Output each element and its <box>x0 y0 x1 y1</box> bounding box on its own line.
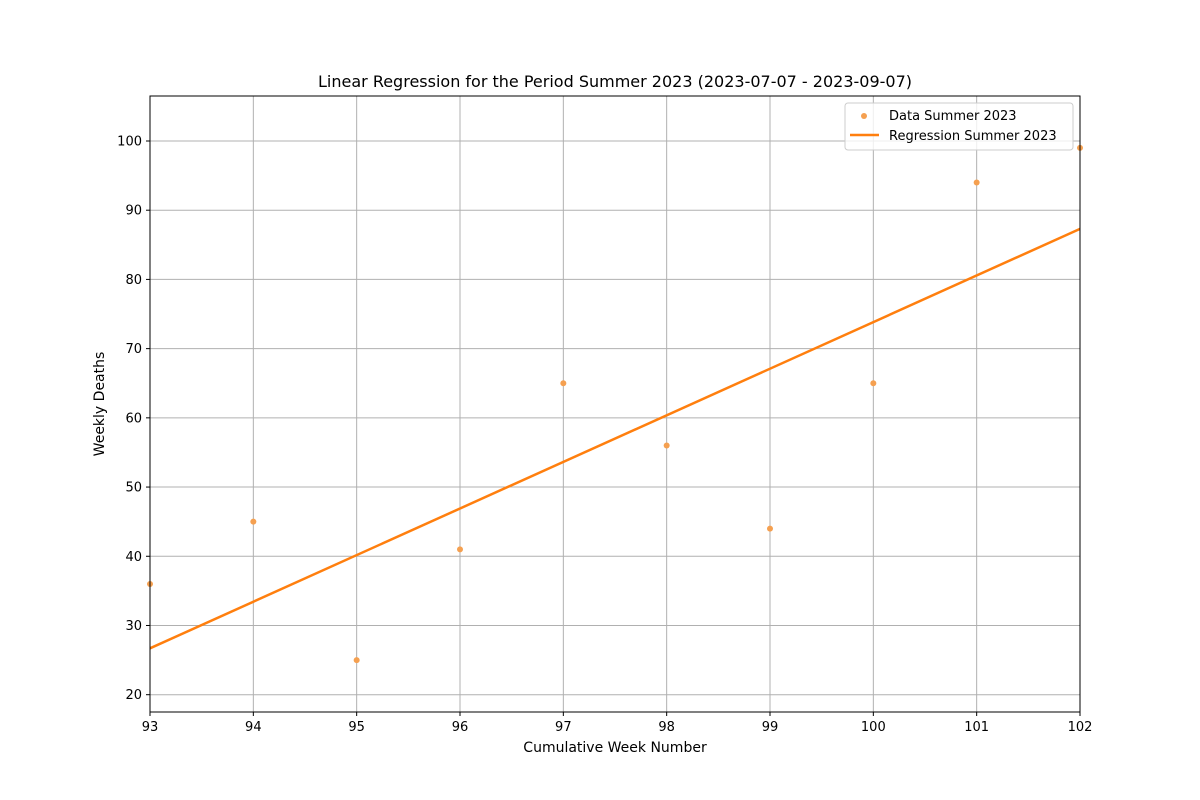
x-tick-label: 96 <box>452 720 469 735</box>
legend-marker-data <box>861 113 867 119</box>
data-point <box>457 546 463 553</box>
x-tick-label: 98 <box>658 720 675 735</box>
chart-title: Linear Regression for the Period Summer … <box>318 72 912 91</box>
y-tick-label: 80 <box>125 273 142 288</box>
y-tick-label: 20 <box>125 688 142 703</box>
y-tick-label: 70 <box>125 342 142 357</box>
data-point <box>663 442 670 449</box>
y-tick-label: 40 <box>125 550 142 565</box>
data-point <box>870 380 877 387</box>
x-tick-label: 93 <box>142 720 159 735</box>
legend-label-data: Data Summer 2023 <box>889 109 1017 124</box>
legend: Data Summer 2023 Regression Summer 2023 <box>844 102 1074 151</box>
regression-line <box>149 227 1081 650</box>
y-tick-label: 100 <box>117 134 142 149</box>
x-tick-label: 99 <box>762 720 779 735</box>
y-tick-label: 50 <box>125 481 142 496</box>
grid-layer <box>149 96 1081 712</box>
tick-layer: 93 94 95 96 97 98 99 100 101 102 20 30 40 50 60 70 80 90 1… <box>117 134 1092 735</box>
x-tick-label: 97 <box>555 720 572 735</box>
legend-box <box>844 102 1074 151</box>
legend-label-regression: Regression Summer 2023 <box>889 129 1057 144</box>
data-point <box>353 657 360 664</box>
x-tick-label: 101 <box>964 720 989 735</box>
data-point <box>560 380 567 387</box>
x-tick-label: 95 <box>348 720 365 735</box>
x-tick-label: 102 <box>1068 720 1093 735</box>
data-point <box>767 525 773 532</box>
data-point <box>973 179 980 186</box>
x-axis-label: Cumulative Week Number <box>523 740 707 756</box>
x-tick-label: 94 <box>245 720 262 735</box>
y-tick-label: 60 <box>125 411 142 426</box>
y-axis-label: Weekly Deaths <box>92 352 108 457</box>
y-tick-label: 90 <box>125 204 142 219</box>
plot-frame <box>149 95 1081 713</box>
x-tick-label: 100 <box>861 720 886 735</box>
data-point <box>250 518 257 525</box>
y-tick-label: 30 <box>125 619 142 634</box>
data-layer <box>147 144 1083 664</box>
